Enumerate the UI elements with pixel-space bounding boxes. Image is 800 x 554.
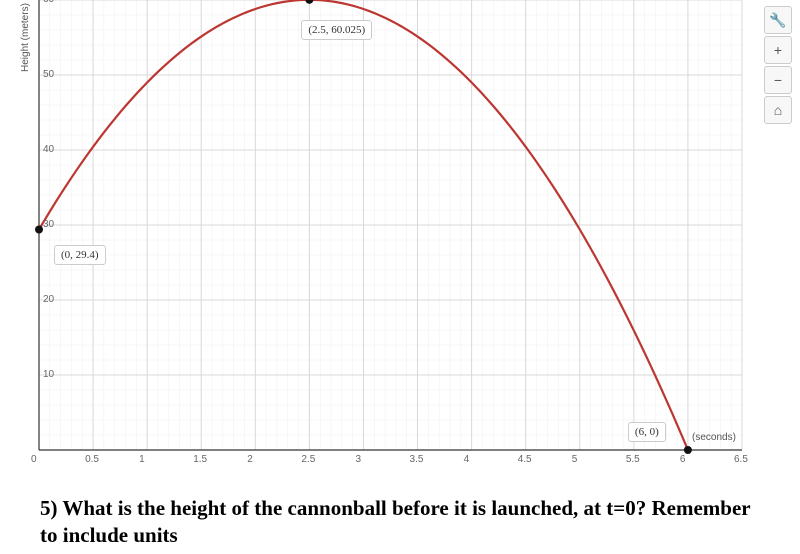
toolbar: 🔧 + − ⌂ [764,6,792,124]
home-icon: ⌂ [774,102,782,118]
minus-icon: − [774,72,782,88]
plus-icon: + [774,42,782,58]
chart-plot [12,0,762,475]
question-text: 5) What is the height of the cannonball … [0,475,800,550]
zoom-in-button[interactable]: + [764,36,792,64]
settings-button[interactable]: 🔧 [764,6,792,34]
chart-container: 00.511.522.533.544.555.566.5102030405060… [12,0,762,475]
home-button[interactable]: ⌂ [764,96,792,124]
zoom-out-button[interactable]: − [764,66,792,94]
wrench-icon: 🔧 [769,12,786,29]
